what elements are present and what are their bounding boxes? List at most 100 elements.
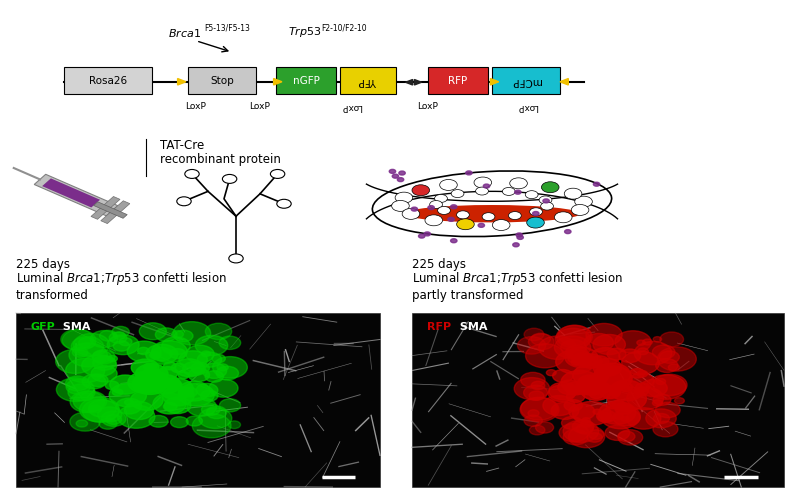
Circle shape: [600, 386, 620, 399]
Text: $\it{Trp53}$: $\it{Trp53}$: [288, 25, 322, 39]
Circle shape: [205, 371, 223, 382]
Circle shape: [434, 194, 447, 202]
Circle shape: [91, 366, 117, 382]
Circle shape: [206, 323, 232, 339]
Circle shape: [541, 202, 554, 210]
Circle shape: [610, 380, 643, 401]
Circle shape: [112, 389, 123, 396]
Polygon shape: [34, 174, 118, 216]
Circle shape: [90, 331, 118, 347]
Circle shape: [607, 387, 646, 411]
Circle shape: [605, 425, 630, 440]
Circle shape: [130, 390, 163, 411]
Circle shape: [564, 188, 582, 199]
Circle shape: [217, 364, 228, 371]
Circle shape: [113, 341, 130, 351]
Circle shape: [56, 378, 94, 402]
Circle shape: [573, 364, 609, 387]
Circle shape: [430, 201, 442, 209]
Circle shape: [212, 354, 226, 363]
Circle shape: [183, 390, 192, 396]
Polygon shape: [560, 79, 568, 85]
Circle shape: [571, 360, 580, 365]
Text: transformed: transformed: [16, 289, 89, 302]
Bar: [428, 67, 488, 94]
Circle shape: [518, 336, 546, 354]
Polygon shape: [42, 178, 100, 207]
Circle shape: [178, 381, 210, 401]
Circle shape: [70, 391, 105, 413]
Circle shape: [162, 386, 194, 406]
Circle shape: [660, 332, 683, 347]
Circle shape: [572, 353, 592, 366]
Text: Stop: Stop: [210, 76, 234, 86]
Circle shape: [618, 431, 635, 442]
Circle shape: [155, 381, 166, 387]
Circle shape: [89, 405, 102, 413]
Circle shape: [206, 406, 226, 418]
Circle shape: [566, 345, 587, 359]
Circle shape: [615, 331, 651, 353]
Circle shape: [646, 409, 676, 428]
Circle shape: [201, 390, 218, 401]
Text: GFP: GFP: [30, 322, 55, 332]
Circle shape: [133, 373, 167, 395]
Circle shape: [466, 171, 472, 175]
Circle shape: [219, 399, 241, 412]
Circle shape: [440, 179, 458, 190]
Circle shape: [653, 421, 678, 437]
Circle shape: [131, 359, 158, 376]
Circle shape: [114, 332, 126, 339]
Circle shape: [629, 373, 654, 389]
Circle shape: [106, 381, 119, 390]
Circle shape: [653, 400, 662, 406]
Polygon shape: [94, 202, 127, 218]
Circle shape: [526, 344, 564, 368]
Circle shape: [656, 359, 678, 373]
Circle shape: [509, 212, 522, 220]
Circle shape: [99, 331, 117, 341]
Circle shape: [202, 363, 226, 378]
Circle shape: [553, 369, 573, 382]
Polygon shape: [274, 79, 282, 85]
Circle shape: [109, 384, 146, 407]
Circle shape: [520, 398, 559, 421]
Polygon shape: [406, 80, 413, 85]
Circle shape: [196, 383, 218, 397]
Circle shape: [82, 355, 117, 377]
Circle shape: [594, 363, 630, 386]
Circle shape: [142, 379, 161, 391]
Circle shape: [395, 192, 413, 203]
Circle shape: [424, 232, 430, 236]
Circle shape: [642, 339, 652, 345]
Circle shape: [621, 416, 629, 421]
Circle shape: [457, 219, 474, 230]
Circle shape: [118, 405, 155, 428]
Circle shape: [566, 391, 585, 403]
Circle shape: [178, 384, 214, 406]
Text: Rosa26: Rosa26: [89, 76, 127, 86]
Circle shape: [573, 402, 611, 425]
Circle shape: [531, 381, 545, 390]
Circle shape: [574, 196, 592, 207]
Circle shape: [209, 379, 238, 397]
Circle shape: [182, 362, 206, 376]
Circle shape: [557, 326, 592, 348]
Circle shape: [82, 374, 106, 389]
Circle shape: [581, 381, 612, 400]
Circle shape: [79, 397, 119, 422]
Circle shape: [108, 356, 118, 362]
Circle shape: [107, 335, 139, 355]
Circle shape: [561, 370, 599, 394]
Circle shape: [68, 384, 95, 401]
Circle shape: [411, 207, 418, 211]
Polygon shape: [414, 80, 422, 85]
Circle shape: [581, 420, 592, 427]
Text: Luminal $\it{Brca1}$;$\it{Trp53}$ confetti lesion: Luminal $\it{Brca1}$;$\it{Trp53}$ confet…: [16, 270, 226, 287]
Circle shape: [128, 372, 162, 393]
Circle shape: [153, 393, 186, 414]
Circle shape: [626, 408, 661, 429]
Circle shape: [613, 409, 640, 426]
Circle shape: [562, 416, 582, 429]
Circle shape: [634, 341, 672, 365]
